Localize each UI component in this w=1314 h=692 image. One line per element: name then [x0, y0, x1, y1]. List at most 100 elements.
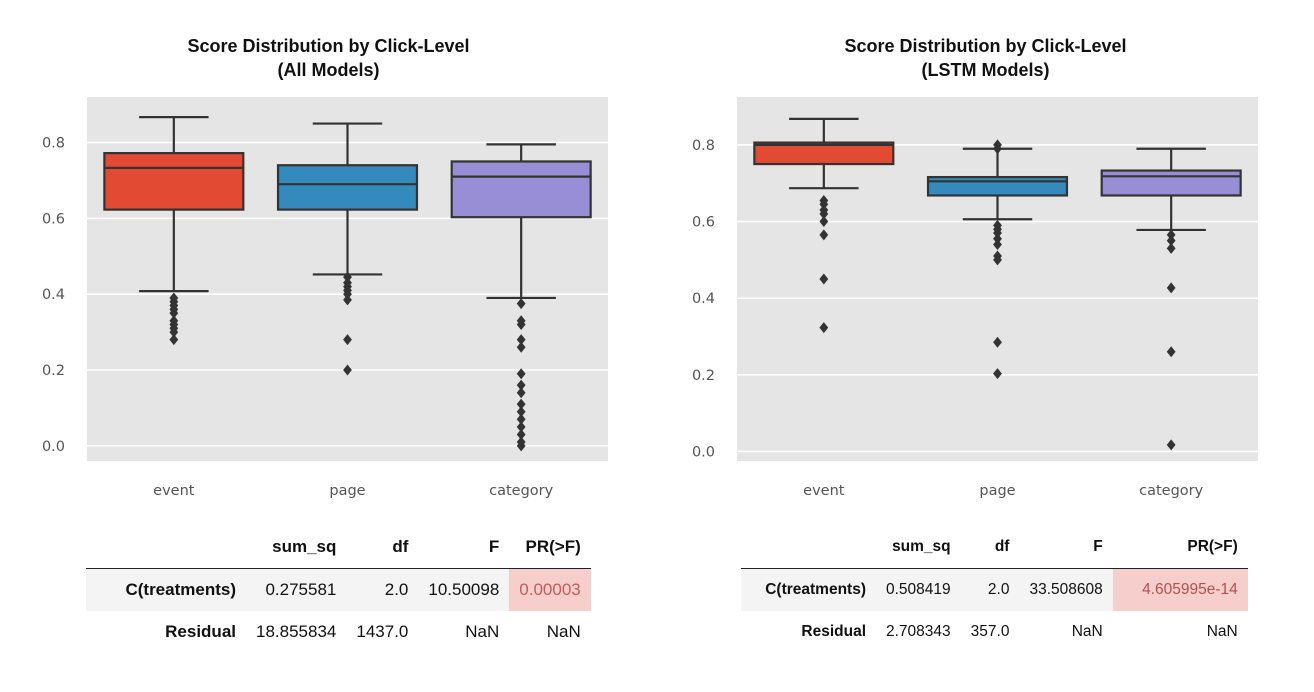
x-tick-label: event [153, 483, 195, 499]
table-row: Residual 18.855834 1437.0 NaN NaN [86, 611, 591, 653]
outlier-point [516, 341, 526, 353]
table-cell: 0.275581 [246, 568, 347, 611]
table-header-f: F [1019, 526, 1113, 569]
chart-title-line2: (All Models) [277, 60, 380, 80]
outlier-point [516, 379, 526, 391]
y-tick-label: 0.4 [42, 287, 65, 303]
chart-title-line1: Score Distribution by Click-Level [844, 36, 1127, 56]
outlier-point [343, 294, 352, 306]
table-cell: 2.708343 [886, 623, 951, 640]
outlier-point [819, 198, 829, 210]
outlier-point [343, 364, 352, 376]
outlier-point [516, 368, 526, 380]
outlier-point [516, 387, 526, 399]
boxplot-lstm-models: 0.0 0.2 0.4 0.6 0.8 event page category [692, 97, 1258, 499]
box-event [103, 152, 245, 211]
table-header-pr: PR(>F) [509, 526, 591, 569]
table-header-row: sum_sq df F PR(>F) [86, 526, 591, 569]
outlier-point [516, 428, 526, 440]
outlier-point [993, 336, 1002, 348]
y-tick-label: 0.0 [42, 439, 65, 455]
table-row-label: C(treatments) [741, 568, 876, 611]
table-cell: NaN [1071, 623, 1103, 640]
table-cell: 2.0 [960, 568, 1020, 611]
x-tick-label: event [803, 483, 845, 499]
table-row-label: Residual [801, 623, 866, 640]
x-tick-label: category [1139, 483, 1204, 499]
table-row-label: Residual [165, 622, 236, 641]
box-page [276, 164, 419, 211]
y-tick-label: 0.0 [692, 444, 715, 460]
table-cell: 1437.0 [356, 622, 409, 641]
chart-title: Score Distribution by Click-Level (All M… [0, 34, 657, 82]
y-tick-label: 0.4 [692, 291, 715, 307]
outlier-point [169, 307, 179, 319]
outlier-point [516, 440, 526, 452]
outlier-point [516, 298, 526, 310]
table-cell: NaN [1206, 623, 1238, 640]
chart-title-line2: (LSTM Models) [921, 60, 1050, 80]
table-header-f: F [418, 526, 510, 569]
table-header-sum-sq: sum_sq [246, 526, 347, 569]
outlier-point [993, 368, 1002, 380]
x-tick-label: page [329, 483, 365, 499]
box-category [1100, 169, 1242, 197]
anova-table-lstm-models: sum_sq df F PR(>F) C(treatments) 0.50841… [741, 526, 1248, 653]
outlier-point [343, 288, 352, 300]
table-cell-p-value: 0.00003 [509, 568, 591, 611]
y-tick-label: 0.8 [692, 138, 715, 154]
chart-panel-all-models: Score Distribution by Click-Level (All M… [0, 34, 657, 653]
outlier-point [993, 233, 1002, 245]
y-tick-label: 0.6 [42, 211, 65, 227]
table-header-df: df [346, 526, 419, 569]
table-cell: NaN [546, 622, 581, 641]
table-header-sum-sq: sum_sq [876, 526, 961, 569]
table-cell: 10.50098 [418, 568, 510, 611]
table-header-df: df [960, 526, 1020, 569]
table-row: Residual 2.708343 357.0 NaN NaN [741, 611, 1248, 653]
outlier-point [993, 143, 1002, 155]
y-tick-label: 0.6 [692, 215, 715, 231]
outlier-point [993, 239, 1002, 251]
chart-title: Score Distribution by Click-Level (LSTM … [657, 34, 1314, 82]
table-header-pr: PR(>F) [1112, 526, 1248, 569]
outlier-point [516, 398, 526, 410]
outlier-point [993, 254, 1002, 266]
box-page [926, 175, 1069, 197]
outlier-point [993, 227, 1002, 239]
y-tick-label: 0.8 [42, 136, 65, 152]
table-cell: 0.508419 [876, 568, 961, 611]
table-cell: 357.0 [970, 623, 1010, 640]
boxplot-all-models: 0.0 0.2 0.4 0.6 0.8 event page category [42, 97, 608, 499]
table-cell: 2.0 [346, 568, 419, 611]
table-header-row: sum_sq df F PR(>F) [741, 526, 1248, 569]
box-event [753, 141, 895, 166]
outlier-point [516, 319, 526, 330]
outlier-point [169, 326, 179, 338]
outlier-point [819, 273, 829, 285]
table-header-index [86, 526, 246, 569]
table-cell: NaN [465, 622, 500, 641]
outlier-point [819, 229, 829, 241]
box-category [450, 160, 592, 219]
y-tick-label: 0.2 [692, 368, 715, 384]
outlier-point [343, 334, 352, 346]
table-row: C(treatments) 0.508419 2.0 33.508608 4.6… [741, 568, 1248, 611]
x-tick-label: category [489, 483, 554, 499]
outlier-point [819, 208, 829, 220]
chart-title-line1: Score Distribution by Click-Level [187, 36, 470, 56]
outlier-point [819, 322, 829, 334]
chart-panel-lstm-models: Score Distribution by Click-Level (LSTM … [657, 0, 1314, 692]
table-cell: 18.855834 [256, 622, 337, 641]
table-cell-p-value: 4.605995e-14 [1112, 568, 1248, 611]
outlier-point [516, 421, 526, 433]
anova-table-all-models: sum_sq df F PR(>F) C(treatments) 0.27558… [86, 526, 591, 653]
outlier-point [343, 271, 352, 283]
table-row: C(treatments) 0.275581 2.0 10.50098 0.00… [86, 568, 591, 611]
y-tick-label: 0.2 [42, 363, 65, 379]
outlier-point [169, 334, 179, 346]
outlier-point [516, 413, 526, 425]
outlier-point [819, 216, 829, 228]
outlier-point [516, 406, 526, 418]
table-header-index [741, 526, 876, 569]
